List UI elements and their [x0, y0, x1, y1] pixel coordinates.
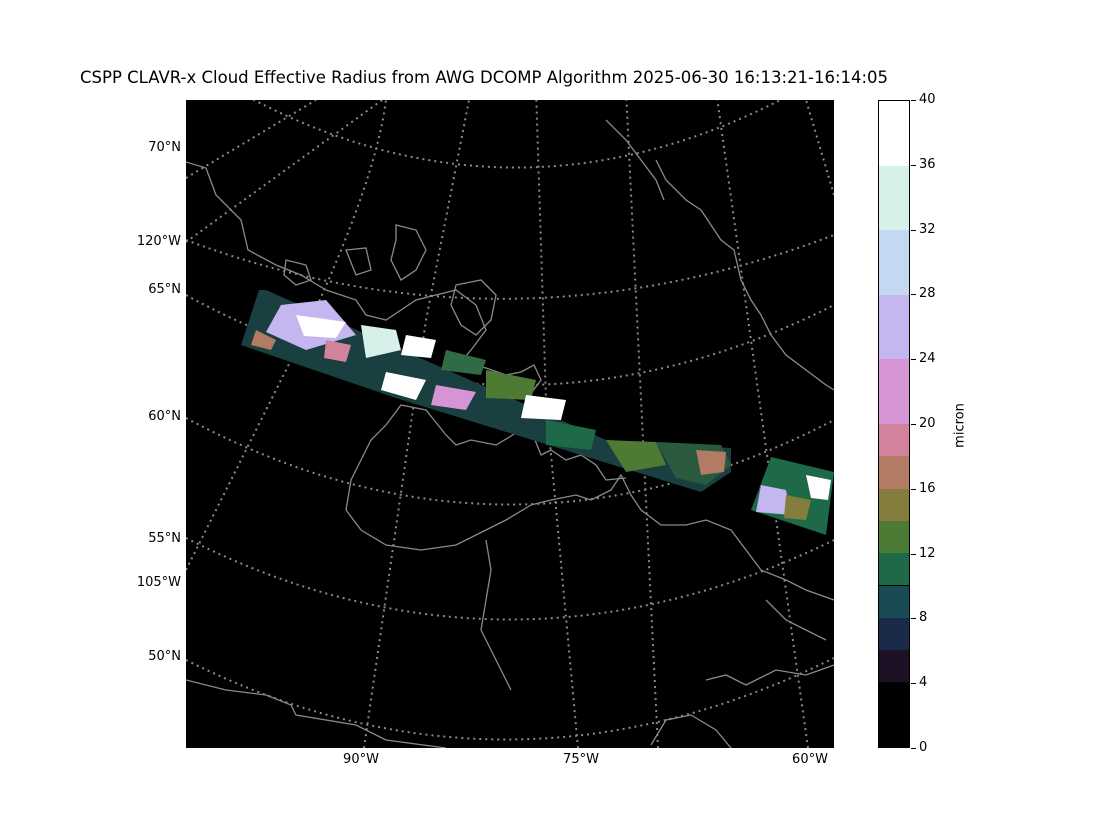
colorbar-segment — [879, 488, 909, 521]
colorbar-tick-label: 8 — [919, 610, 928, 626]
colorbar-tick-label: 32 — [919, 221, 936, 237]
map-canvas — [186, 100, 834, 748]
coastlines — [186, 119, 834, 748]
lat-label-55n: 55°N — [148, 531, 181, 546]
lon-label-90w: 90°W — [343, 752, 379, 767]
colorbar-tick-label: 40 — [919, 92, 936, 107]
colorbar-tick-label: 28 — [919, 286, 936, 302]
lon-label-105w: 105°W — [136, 575, 181, 590]
colorbar-segment — [879, 553, 909, 586]
colorbar-segment — [879, 585, 909, 618]
colorbar-tick-label: 36 — [919, 156, 936, 172]
colorbar-tick-label: 20 — [919, 416, 936, 431]
colorbar-tick-label: 16 — [919, 480, 936, 496]
colorbar-tick-mark — [911, 294, 916, 296]
colorbar-segment — [879, 230, 909, 295]
lon-label-120w: 120°W — [136, 234, 181, 249]
colorbar-segment — [879, 650, 909, 683]
colorbar-tick-label: 12 — [919, 545, 936, 561]
colorbar-unit-label: micron — [952, 403, 968, 448]
colorbar-segment — [879, 682, 909, 747]
map-panel — [186, 100, 834, 748]
colorbar-tick-mark — [911, 359, 916, 361]
colorbar-segment — [879, 165, 909, 231]
colorbar-tick-label: 0 — [919, 740, 928, 755]
colorbar-tick-mark — [911, 229, 916, 231]
map-title: CSPP CLAVR-x Cloud Effective Radius from… — [80, 68, 889, 87]
lat-label-65n: 65°N — [148, 282, 181, 297]
colorbar-tick-mark — [911, 553, 916, 555]
colorbar-tick-mark — [911, 164, 916, 166]
colorbar-tick-mark — [911, 683, 916, 685]
lon-label-75w: 75°W — [563, 752, 599, 767]
cloud-effective-radius-swath — [241, 290, 834, 535]
colorbar-segment — [879, 424, 909, 457]
lat-label-60n: 60°N — [148, 409, 181, 424]
colorbar-tick-mark — [911, 100, 916, 101]
lat-label-50n: 50°N — [148, 649, 181, 664]
colorbar-tick-mark — [911, 618, 916, 620]
colorbar-segment — [879, 456, 909, 489]
colorbar — [878, 100, 910, 748]
colorbar-segment — [879, 294, 909, 360]
colorbar-segment — [879, 359, 909, 424]
colorbar-segment — [879, 617, 909, 651]
colorbar-tick-mark — [911, 748, 916, 749]
colorbar-segment — [879, 101, 909, 166]
colorbar-segment — [879, 520, 909, 554]
colorbar-tick-label: 24 — [919, 351, 936, 367]
lon-label-60w: 60°W — [792, 752, 828, 767]
colorbar-tick-mark — [911, 424, 916, 425]
colorbar-tick-mark — [911, 488, 916, 490]
lat-label-70n: 70°N — [148, 140, 181, 155]
colorbar-tick-label: 4 — [919, 675, 928, 691]
